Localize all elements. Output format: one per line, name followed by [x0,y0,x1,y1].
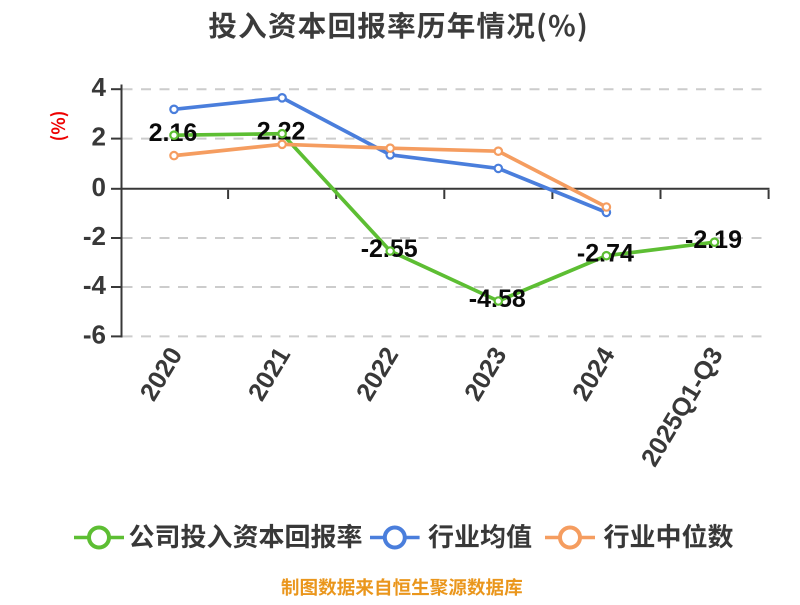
svg-text:0: 0 [92,172,106,202]
svg-text:2: 2 [92,122,106,152]
svg-text:-6: -6 [83,319,106,349]
svg-text:-4: -4 [83,270,107,300]
svg-text:-2: -2 [83,221,106,251]
svg-text:4: 4 [92,72,107,102]
